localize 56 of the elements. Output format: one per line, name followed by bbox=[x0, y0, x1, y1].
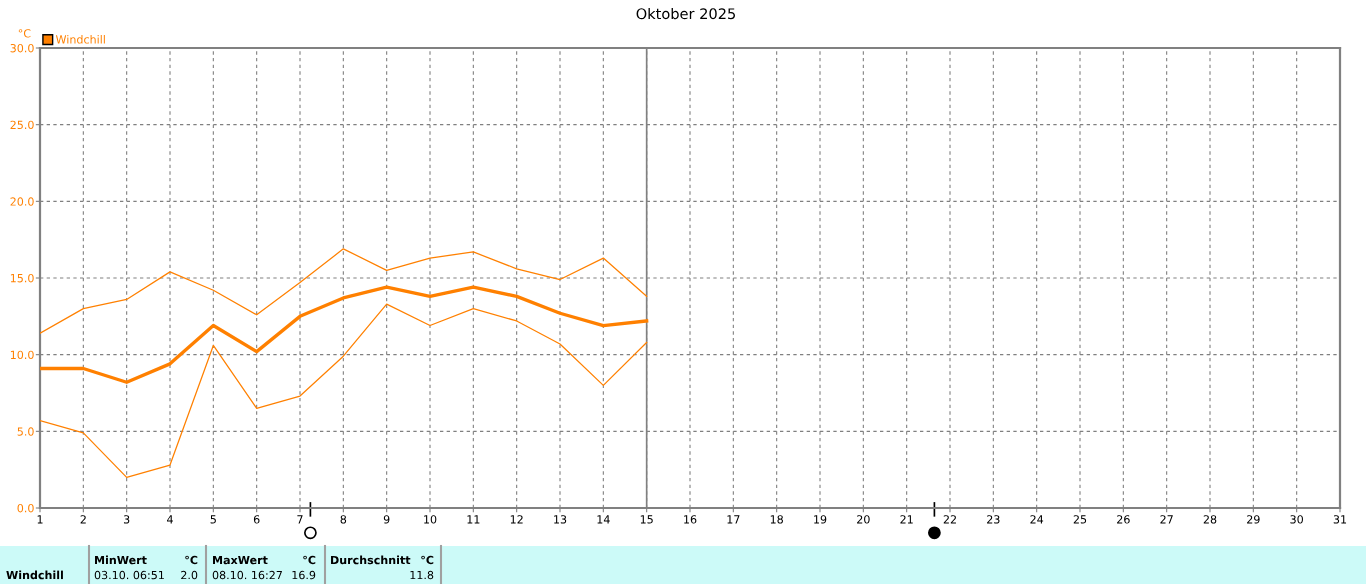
text: 03.10. 06:51 bbox=[94, 570, 164, 580]
x-tick-label: 18 bbox=[770, 515, 783, 524]
x-tick-label: 8 bbox=[340, 515, 347, 524]
x-tick-label: 13 bbox=[554, 515, 567, 524]
text: Windchill bbox=[6, 570, 63, 580]
x-tick-label: 7 bbox=[297, 515, 303, 524]
text: °C bbox=[303, 555, 316, 565]
text: 16.9 bbox=[292, 570, 316, 580]
chart-title: Oktober 2025 bbox=[636, 7, 735, 20]
x-tick-label: 31 bbox=[1333, 515, 1347, 524]
x-tick-label: 3 bbox=[123, 515, 130, 524]
x-tick-label: 4 bbox=[167, 515, 173, 524]
x-tick-label: 22 bbox=[943, 515, 956, 524]
x-tick-label: 5 bbox=[210, 515, 216, 524]
text: 11.8 bbox=[410, 570, 434, 580]
y-tick-label: 5.0 bbox=[17, 427, 34, 436]
x-tick-label: 10 bbox=[424, 515, 437, 524]
x-tick-label: 23 bbox=[987, 515, 1000, 524]
x-tick-label: 19 bbox=[814, 515, 827, 524]
x-tick-label: 2 bbox=[80, 515, 86, 524]
x-tick-label: 21 bbox=[900, 515, 913, 524]
text: °C bbox=[185, 555, 198, 565]
text: °C bbox=[421, 555, 434, 565]
text: MinWert bbox=[95, 555, 147, 565]
y-axis-title: °C bbox=[18, 29, 31, 38]
y-tick-label: 25.0 bbox=[10, 120, 34, 130]
legend-label: Windchill bbox=[55, 35, 105, 44]
line-series bbox=[40, 285, 649, 384]
text: Durchschnitt bbox=[331, 555, 411, 565]
x-tick-label: 25 bbox=[1073, 515, 1087, 524]
x-tick-label: 29 bbox=[1247, 515, 1260, 524]
line-series bbox=[40, 248, 648, 334]
x-tick-label: 14 bbox=[597, 515, 610, 524]
x-tick-label: 27 bbox=[1160, 515, 1173, 524]
y-tick-label: 20.0 bbox=[10, 197, 34, 206]
x-tick-label: 28 bbox=[1203, 515, 1217, 524]
line-series bbox=[40, 303, 648, 478]
x-tick-label: 11 bbox=[467, 515, 480, 524]
x-tick-label: 12 bbox=[510, 515, 523, 524]
text: 08.10. 16:27 bbox=[212, 570, 282, 580]
x-tick-label: 26 bbox=[1117, 515, 1130, 524]
x-tick-label: 16 bbox=[684, 515, 697, 524]
y-tick-label: 15.0 bbox=[10, 273, 34, 283]
x-tick-label: 24 bbox=[1030, 515, 1044, 524]
x-tick-label: 9 bbox=[383, 515, 390, 524]
x-tick-label: 1 bbox=[37, 515, 43, 524]
y-tick-label: 10.0 bbox=[10, 350, 34, 360]
y-tick-label: 0.0 bbox=[17, 503, 34, 513]
x-tick-label: 17 bbox=[727, 515, 740, 524]
x-tick-label: 15 bbox=[640, 515, 653, 524]
x-tick-label: 20 bbox=[857, 515, 870, 524]
y-tick-label: 30.0 bbox=[10, 43, 34, 53]
text: 2.0 bbox=[181, 570, 198, 580]
x-tick-label: 6 bbox=[253, 515, 260, 524]
text: MaxWert bbox=[213, 555, 268, 565]
x-tick-label: 30 bbox=[1290, 515, 1303, 524]
